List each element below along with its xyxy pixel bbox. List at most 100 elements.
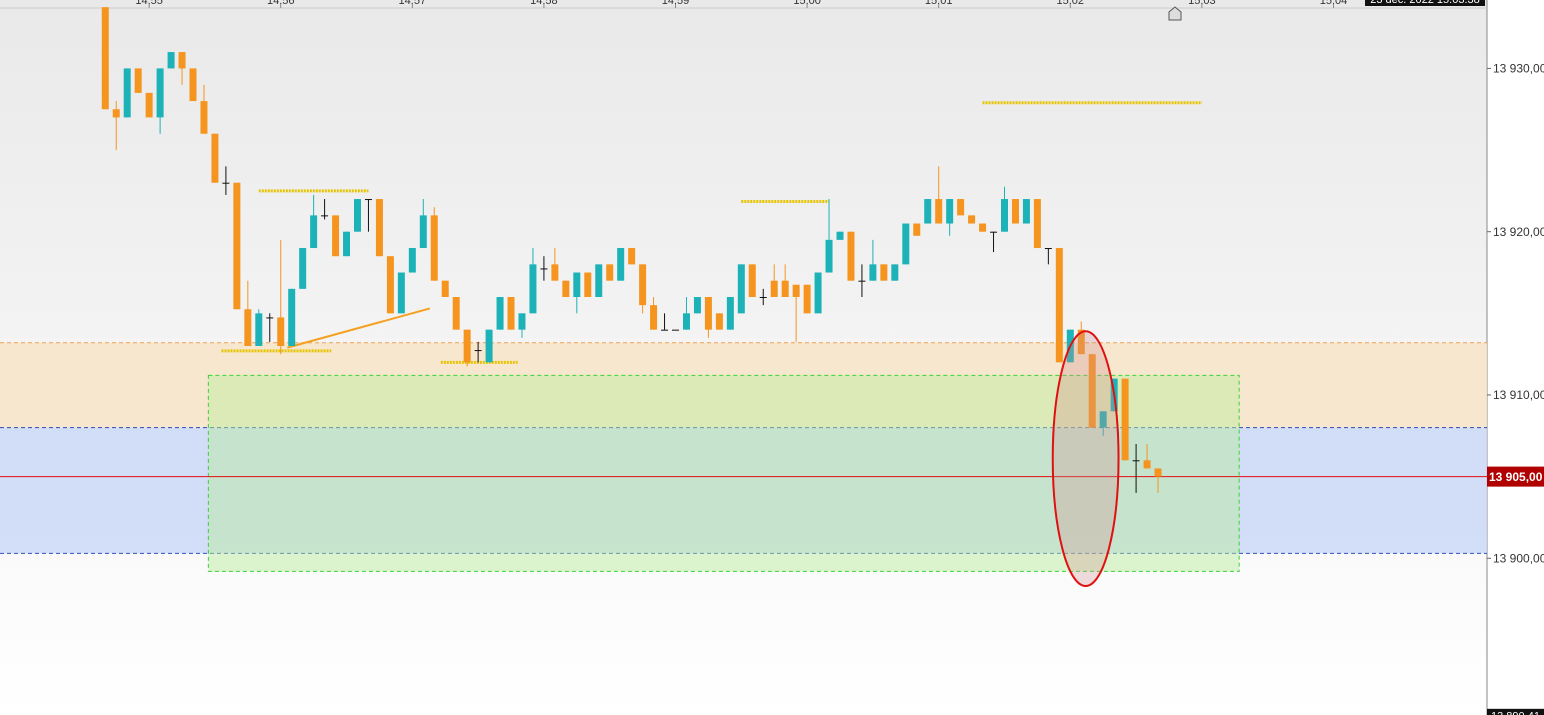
candle-body (200, 101, 208, 134)
candle-body (979, 223, 987, 232)
highlight-ellipse (1051, 330, 1120, 588)
candle-body (880, 264, 888, 281)
candle-body (891, 264, 899, 281)
candle-body (639, 264, 647, 306)
candle-body (1143, 460, 1151, 469)
candle-body (507, 297, 515, 330)
candle-body (1033, 199, 1041, 249)
y-tick-label: 13 900,00 (1493, 551, 1544, 565)
candle-body (222, 182, 230, 184)
candle-body (123, 68, 131, 118)
candle-body (1132, 460, 1140, 462)
trend-line (287, 307, 431, 349)
candle-body (277, 317, 285, 346)
candle-body (617, 248, 625, 281)
candle-body (518, 313, 526, 330)
candle-body (606, 264, 614, 281)
header-label: 23 déc. 2022 15:03:38 (1370, 0, 1479, 6)
candle-body (211, 133, 219, 183)
x-tick-label: 15:00 (793, 0, 821, 7)
candle-body (968, 215, 976, 224)
candle-body (1121, 378, 1129, 461)
candle-body (562, 280, 570, 298)
x-tick-label: 15:01 (925, 0, 953, 7)
y-bottom-box (1487, 708, 1544, 715)
candle-body (682, 313, 690, 330)
candle-body (869, 264, 877, 281)
candle-body (332, 215, 340, 257)
candle-body (244, 309, 252, 346)
candle-body (233, 182, 241, 310)
candle-body (924, 199, 932, 224)
candle-body (540, 268, 548, 270)
x-tick-label: 14:56 (267, 0, 295, 7)
candle-body (825, 239, 833, 273)
candle-body (1022, 199, 1030, 224)
candle-body (529, 264, 537, 314)
price-zone (0, 342, 1487, 428)
candle-body (255, 313, 263, 346)
candle-body (957, 199, 965, 216)
y-axis-panel (1487, 0, 1544, 715)
candle-body (792, 284, 800, 298)
candle-body (704, 297, 712, 330)
candle-body (661, 329, 669, 331)
candle-body (847, 231, 855, 281)
candle-body (902, 223, 910, 265)
price-zone (0, 427, 1487, 554)
candle-body (485, 329, 493, 363)
candle-body (628, 248, 636, 265)
candle-body (836, 231, 844, 240)
candle-body (650, 305, 658, 330)
candle-body (397, 272, 405, 314)
candle-body (419, 215, 427, 249)
candle-body (430, 215, 438, 281)
candle-body (1055, 248, 1063, 363)
candle-body (189, 68, 197, 102)
candle-body (1154, 468, 1162, 477)
candle-body (299, 248, 307, 289)
x-tick-label: 15:03 (1188, 0, 1216, 7)
candle-body (112, 109, 120, 118)
candle-body (452, 297, 460, 330)
candle-body (814, 272, 822, 314)
candle-body (1000, 199, 1008, 232)
candle-body (1088, 354, 1096, 428)
candle-body (375, 199, 383, 257)
candle-body (496, 297, 504, 330)
candle-body (781, 280, 789, 298)
candle-body (310, 215, 318, 249)
candle-body (551, 264, 559, 281)
candle-body (145, 92, 153, 118)
candle-body (266, 317, 274, 319)
candle-body (386, 256, 394, 314)
candle-body (1044, 248, 1052, 250)
candle-body (101, 7, 109, 110)
candle-body (858, 280, 866, 282)
x-tick-label: 15:02 (1057, 0, 1085, 7)
candle-body (803, 284, 811, 314)
candle-body (1077, 329, 1085, 355)
candle-body (178, 52, 186, 69)
marker-icon (1168, 6, 1182, 21)
candle-body (288, 288, 296, 346)
candle-body (913, 223, 921, 236)
candle-body (1099, 411, 1107, 428)
candle-body (364, 199, 372, 201)
candle-body (584, 272, 592, 298)
range-box (207, 374, 1240, 572)
candle-body (770, 280, 778, 298)
candle-body (353, 199, 361, 232)
y-tick-label: 13 930,00 (1493, 62, 1544, 76)
candle-body (408, 248, 416, 273)
candle-body (343, 231, 351, 257)
candle-body (134, 68, 142, 93)
x-tick-label: 14:59 (662, 0, 690, 7)
candle-body (1011, 199, 1019, 224)
candle-body (737, 264, 745, 314)
candle-body (693, 297, 701, 314)
x-tick-label: 14:58 (530, 0, 558, 7)
candle-body (726, 297, 734, 330)
candle-body (946, 199, 954, 224)
